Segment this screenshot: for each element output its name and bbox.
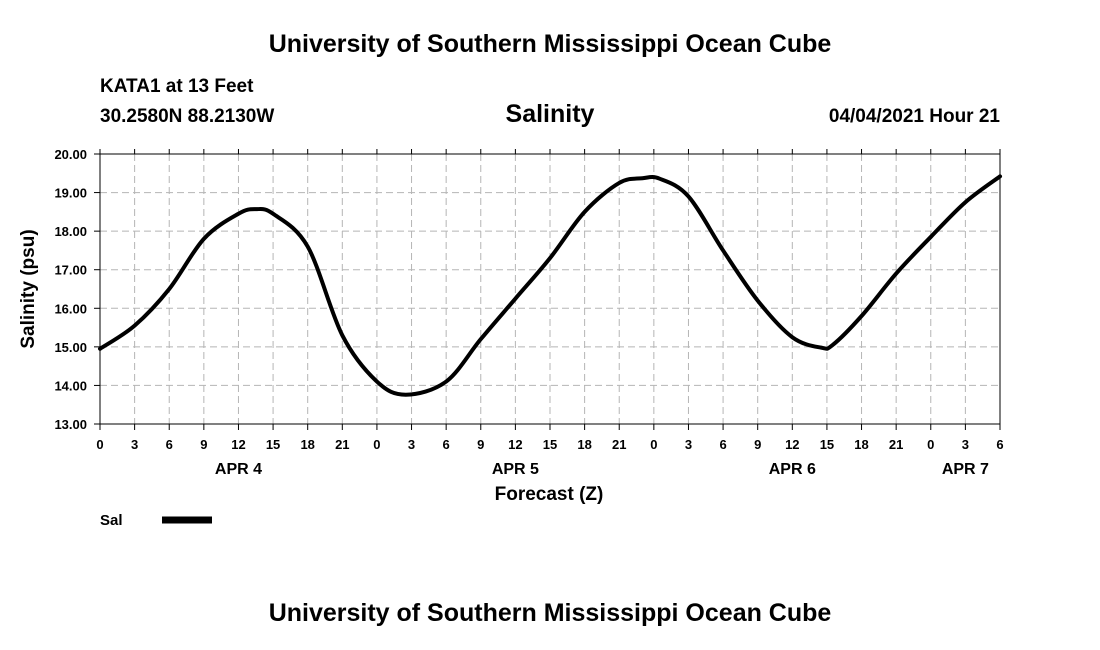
x-tick-label: 12 [785, 437, 799, 452]
day-label: APR 6 [769, 461, 816, 478]
day-label: APR 7 [942, 461, 989, 478]
x-tick-label: 6 [719, 437, 726, 452]
x-tick-label: 0 [927, 437, 934, 452]
grid [100, 154, 1000, 424]
x-tick-label: 3 [131, 437, 138, 452]
x-tick-label: 9 [754, 437, 761, 452]
x-tick-label: 3 [962, 437, 969, 452]
coordinates-label: 30.2580N 88.2130W [100, 106, 275, 127]
footer-title: University of Southern Mississippi Ocean… [268, 599, 832, 627]
x-tick-label: 0 [650, 437, 657, 452]
x-tick-label: 6 [166, 437, 173, 452]
y-tick-label: 19.00 [54, 186, 87, 201]
y-tick-label: 20.00 [54, 147, 87, 162]
x-tick-label: 6 [996, 437, 1003, 452]
x-tick-label: 21 [612, 437, 626, 452]
x-tick-label: 9 [200, 437, 207, 452]
x-axis-label: Forecast (Z) [495, 484, 604, 505]
day-label: APR 4 [215, 461, 262, 478]
x-tick-label: 12 [231, 437, 245, 452]
x-tick-label: 9 [477, 437, 484, 452]
y-tick-label: 15.00 [54, 340, 87, 355]
x-tick-label: 21 [335, 437, 349, 452]
axis-labels: 13.00 14.00 15.00 16.00 17.00 18.00 19.00 20.00… [54, 147, 1003, 478]
x-tick-label: 15 [820, 437, 834, 452]
y-tick-label: 13.00 [54, 417, 87, 432]
x-tick-label: 18 [854, 437, 868, 452]
day-label: APR 5 [492, 461, 539, 478]
y-axis-label: Salinity (psu) [18, 229, 39, 348]
legend-label: Sal [100, 512, 123, 529]
y-tick-label: 16.00 [54, 301, 87, 316]
salinity-series-line [98, 174, 1002, 397]
x-tick-label: 6 [443, 437, 450, 452]
x-tick-label: 15 [543, 437, 557, 452]
x-tick-label: 12 [508, 437, 522, 452]
chart-title: Salinity [505, 100, 595, 128]
x-tick-label: 18 [577, 437, 591, 452]
header-title: University of Southern Mississippi Ocean… [268, 30, 832, 58]
x-tick-label: 0 [96, 437, 103, 452]
station-label: KATA1 at 13 Feet [100, 76, 254, 97]
plot-frame [99, 153, 1001, 425]
y-tick-label: 14.00 [54, 378, 87, 393]
x-tick-label: 21 [889, 437, 903, 452]
x-tick-label: 18 [300, 437, 314, 452]
x-tick-label: 3 [408, 437, 415, 452]
x-tick-label: 3 [685, 437, 692, 452]
x-tick-label: 0 [373, 437, 380, 452]
forecast-datetime: 04/04/2021 Hour 21 [828, 106, 1000, 127]
axis-ticks [94, 149, 1001, 430]
y-tick-label: 18.00 [54, 224, 87, 239]
y-tick-label: 17.00 [54, 263, 87, 278]
x-tick-label: 15 [266, 437, 280, 452]
